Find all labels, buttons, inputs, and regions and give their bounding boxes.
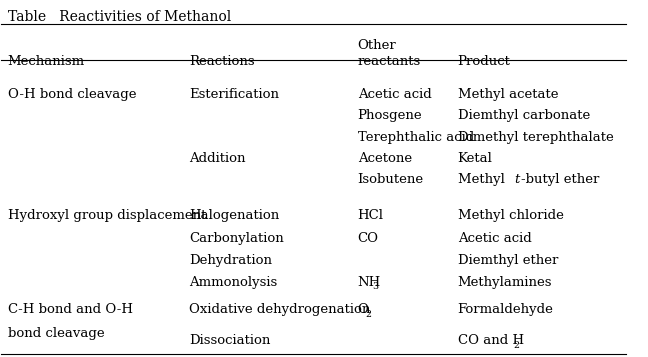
Text: t: t — [514, 173, 519, 186]
Text: Ammonolysis: Ammonolysis — [189, 276, 277, 289]
Text: Halogenation: Halogenation — [189, 208, 279, 222]
Text: Dissociation: Dissociation — [189, 335, 270, 347]
Text: Isobutene: Isobutene — [358, 173, 424, 186]
Text: Acetone: Acetone — [358, 152, 411, 165]
Text: NH: NH — [358, 276, 381, 289]
Text: Methylamines: Methylamines — [457, 276, 552, 289]
Text: Phosgene: Phosgene — [358, 110, 422, 122]
Text: O-H bond cleavage: O-H bond cleavage — [8, 88, 136, 101]
Text: 3: 3 — [373, 282, 378, 291]
Text: Esterification: Esterification — [189, 88, 279, 101]
Text: Terephthalic acid: Terephthalic acid — [358, 131, 474, 144]
Text: bond cleavage: bond cleavage — [8, 327, 104, 340]
Text: Carbonylation: Carbonylation — [189, 232, 284, 245]
Text: Dimethyl terephthalate: Dimethyl terephthalate — [457, 131, 614, 144]
Text: Diemthyl ether: Diemthyl ether — [457, 254, 558, 267]
Text: Hydroxyl group displacement: Hydroxyl group displacement — [8, 208, 206, 222]
Text: 2: 2 — [514, 341, 520, 350]
Text: reactants: reactants — [358, 55, 421, 67]
Text: Table   Reactivities of Methanol: Table Reactivities of Methanol — [8, 10, 231, 24]
Text: Acetic acid: Acetic acid — [358, 88, 432, 101]
Text: Product: Product — [457, 55, 511, 67]
Text: HCl: HCl — [358, 208, 384, 222]
Text: C-H bond and O-H: C-H bond and O-H — [8, 303, 133, 316]
Text: CO: CO — [358, 232, 378, 245]
Text: Addition: Addition — [189, 152, 246, 165]
Text: Other: Other — [358, 39, 397, 51]
Text: Methyl: Methyl — [457, 173, 509, 186]
Text: 2: 2 — [365, 310, 371, 318]
Text: Mechanism: Mechanism — [8, 55, 85, 67]
Text: -butyl ether: -butyl ether — [521, 173, 599, 186]
Text: Diemthyl carbonate: Diemthyl carbonate — [457, 110, 590, 122]
Text: O: O — [358, 303, 369, 316]
Text: Oxidative dehydrogenation: Oxidative dehydrogenation — [189, 303, 370, 316]
Text: Dehydration: Dehydration — [189, 254, 272, 267]
Text: Acetic acid: Acetic acid — [457, 232, 531, 245]
Text: Methyl acetate: Methyl acetate — [457, 88, 558, 101]
Text: Formaldehyde: Formaldehyde — [457, 303, 553, 316]
Text: Reactions: Reactions — [189, 55, 255, 67]
Text: Methyl chloride: Methyl chloride — [457, 208, 564, 222]
Text: Ketal: Ketal — [457, 152, 492, 165]
Text: CO and H: CO and H — [457, 335, 524, 347]
